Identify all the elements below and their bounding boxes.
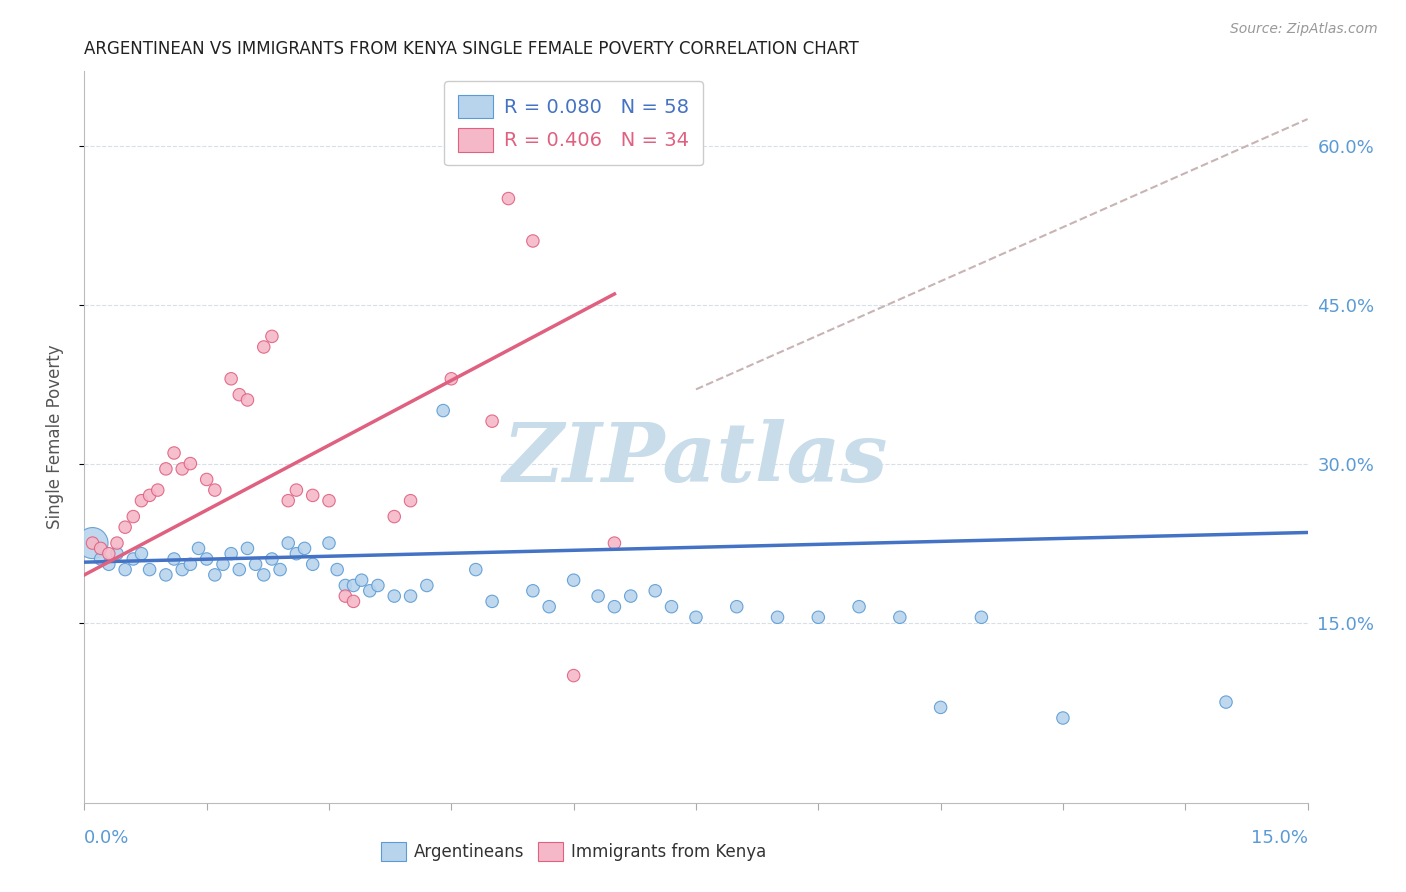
Point bbox=[204, 483, 226, 497]
Point bbox=[522, 583, 544, 598]
Point bbox=[416, 578, 439, 592]
Point bbox=[253, 567, 276, 582]
Point bbox=[335, 578, 357, 592]
Point bbox=[301, 488, 323, 502]
Point bbox=[464, 563, 486, 577]
Point bbox=[889, 610, 911, 624]
Point bbox=[219, 372, 242, 386]
Point bbox=[131, 493, 153, 508]
Point bbox=[342, 594, 364, 608]
Point bbox=[301, 558, 323, 572]
Point bbox=[970, 610, 993, 624]
Point bbox=[146, 483, 169, 497]
Point bbox=[644, 583, 666, 598]
Point bbox=[172, 563, 194, 577]
Point bbox=[318, 536, 340, 550]
Point bbox=[228, 563, 250, 577]
Point bbox=[163, 552, 186, 566]
Point bbox=[481, 594, 503, 608]
Point bbox=[172, 462, 194, 476]
Point bbox=[399, 589, 422, 603]
Point bbox=[131, 547, 153, 561]
Point bbox=[1215, 695, 1237, 709]
Point bbox=[285, 483, 308, 497]
Point bbox=[105, 547, 128, 561]
Point bbox=[481, 414, 503, 428]
Point bbox=[807, 610, 830, 624]
Point bbox=[432, 403, 454, 417]
Point bbox=[90, 541, 112, 556]
Point bbox=[277, 536, 299, 550]
Point bbox=[253, 340, 276, 354]
Point bbox=[848, 599, 870, 614]
Point bbox=[204, 567, 226, 582]
Text: Source: ZipAtlas.com: Source: ZipAtlas.com bbox=[1230, 22, 1378, 37]
Point bbox=[440, 372, 463, 386]
Point bbox=[685, 610, 707, 624]
Point bbox=[236, 541, 259, 556]
Point bbox=[212, 558, 235, 572]
Point bbox=[725, 599, 748, 614]
Point bbox=[179, 558, 201, 572]
Point bbox=[350, 573, 373, 587]
Point bbox=[228, 387, 250, 401]
Point bbox=[661, 599, 683, 614]
Point bbox=[163, 446, 186, 460]
Point bbox=[195, 473, 218, 487]
Text: ARGENTINEAN VS IMMIGRANTS FROM KENYA SINGLE FEMALE POVERTY CORRELATION CHART: ARGENTINEAN VS IMMIGRANTS FROM KENYA SIN… bbox=[84, 40, 859, 58]
Point bbox=[318, 493, 340, 508]
Point bbox=[1052, 711, 1074, 725]
Point bbox=[155, 462, 177, 476]
Point bbox=[586, 589, 609, 603]
Point bbox=[538, 599, 561, 614]
Point bbox=[766, 610, 789, 624]
Text: ZIPatlas: ZIPatlas bbox=[503, 419, 889, 499]
Point bbox=[105, 536, 128, 550]
Point bbox=[138, 563, 160, 577]
Point bbox=[399, 493, 422, 508]
Point bbox=[195, 552, 218, 566]
Point bbox=[294, 541, 316, 556]
Point bbox=[114, 520, 136, 534]
Point bbox=[187, 541, 209, 556]
Point bbox=[335, 589, 357, 603]
Point bbox=[90, 552, 112, 566]
Point bbox=[562, 668, 585, 682]
Point bbox=[562, 573, 585, 587]
Point bbox=[155, 567, 177, 582]
Point bbox=[603, 599, 626, 614]
Point bbox=[342, 578, 364, 592]
Text: 15.0%: 15.0% bbox=[1250, 830, 1308, 847]
Point bbox=[82, 536, 104, 550]
Point bbox=[138, 488, 160, 502]
Point bbox=[326, 563, 349, 577]
Legend: Argentineans, Immigrants from Kenya: Argentineans, Immigrants from Kenya bbox=[374, 835, 773, 868]
Point bbox=[82, 536, 104, 550]
Point bbox=[620, 589, 643, 603]
Point bbox=[245, 558, 267, 572]
Point bbox=[97, 547, 120, 561]
Point bbox=[260, 552, 283, 566]
Point bbox=[277, 493, 299, 508]
Point bbox=[97, 558, 120, 572]
Point bbox=[498, 192, 520, 206]
Text: 0.0%: 0.0% bbox=[84, 830, 129, 847]
Point bbox=[269, 563, 291, 577]
Point bbox=[219, 547, 242, 561]
Point bbox=[522, 234, 544, 248]
Point bbox=[359, 583, 381, 598]
Point bbox=[122, 552, 145, 566]
Point bbox=[285, 547, 308, 561]
Point bbox=[929, 700, 952, 714]
Point bbox=[179, 457, 201, 471]
Point bbox=[382, 589, 405, 603]
Point bbox=[603, 536, 626, 550]
Point bbox=[382, 509, 405, 524]
Point bbox=[260, 329, 283, 343]
Point bbox=[114, 563, 136, 577]
Y-axis label: Single Female Poverty: Single Female Poverty bbox=[45, 345, 63, 529]
Point bbox=[122, 509, 145, 524]
Point bbox=[236, 392, 259, 407]
Point bbox=[367, 578, 389, 592]
